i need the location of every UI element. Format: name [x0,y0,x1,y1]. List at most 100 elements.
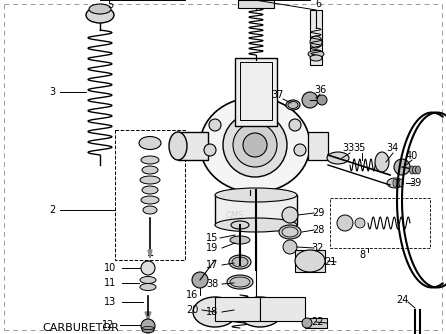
Ellipse shape [396,179,400,187]
Ellipse shape [200,98,310,192]
Ellipse shape [86,7,114,23]
Bar [238,0,274,8]
Ellipse shape [143,206,157,214]
Circle shape [204,144,216,156]
Circle shape [337,215,353,231]
Text: 22: 22 [312,317,324,327]
Ellipse shape [286,100,300,110]
Ellipse shape [230,277,250,287]
Ellipse shape [295,250,325,272]
Bar [308,132,328,160]
Text: CMS: CMS [226,210,244,219]
Text: 32: 32 [312,243,324,253]
Ellipse shape [399,179,403,187]
Ellipse shape [142,166,158,174]
Circle shape [355,218,365,228]
Circle shape [141,319,155,333]
Text: 37: 37 [272,90,284,100]
Polygon shape [148,250,152,258]
Ellipse shape [142,330,154,333]
Ellipse shape [230,236,250,244]
Circle shape [302,92,318,108]
Bar [310,10,322,65]
Text: 13: 13 [104,297,116,307]
Ellipse shape [139,137,161,150]
Ellipse shape [169,132,187,160]
Text: 12: 12 [102,320,114,330]
Circle shape [310,36,322,48]
Ellipse shape [231,221,249,229]
Text: 6: 6 [315,0,321,9]
Circle shape [243,133,267,157]
Ellipse shape [229,255,251,269]
Ellipse shape [142,327,154,330]
Text: 28: 28 [312,225,324,235]
Ellipse shape [193,297,237,327]
Ellipse shape [89,4,111,14]
Text: 11: 11 [104,278,116,288]
Text: 2: 2 [49,205,55,215]
Ellipse shape [308,50,324,57]
Ellipse shape [140,277,156,284]
Ellipse shape [393,179,397,187]
Bar [215,195,297,225]
Text: 10: 10 [104,263,116,273]
Circle shape [302,318,312,328]
Ellipse shape [232,257,248,267]
Circle shape [223,113,287,177]
Ellipse shape [215,188,297,202]
Circle shape [317,95,327,105]
Text: 8: 8 [359,250,365,260]
Text: 38: 38 [206,279,218,289]
Text: 19: 19 [206,243,218,253]
Text: 17: 17 [206,260,218,270]
Ellipse shape [310,55,322,61]
Ellipse shape [413,166,417,174]
Circle shape [209,119,221,131]
Text: 36: 36 [314,85,326,95]
Ellipse shape [375,152,389,172]
Ellipse shape [142,186,158,194]
Text: 24: 24 [396,295,408,305]
Ellipse shape [387,178,403,188]
Circle shape [289,119,301,131]
Text: 16: 16 [186,290,198,300]
Ellipse shape [141,156,159,164]
Text: 34: 34 [386,143,398,153]
Bar [235,58,277,126]
Ellipse shape [140,284,156,291]
Polygon shape [145,312,151,320]
Text: 3: 3 [49,87,55,97]
Ellipse shape [238,297,282,327]
Bar [215,297,260,321]
Circle shape [233,123,277,167]
Circle shape [192,272,208,288]
Ellipse shape [279,225,301,239]
Text: 29: 29 [312,208,324,218]
Bar [240,62,272,120]
Text: 18: 18 [206,307,218,317]
Circle shape [141,261,155,275]
Bar [330,198,430,248]
Text: 20: 20 [186,305,198,315]
Text: 35: 35 [354,143,366,153]
Ellipse shape [327,152,349,164]
Ellipse shape [409,166,414,174]
Circle shape [282,207,298,223]
Circle shape [294,144,306,156]
Ellipse shape [140,176,160,184]
Text: 15: 15 [206,233,218,243]
Text: 39: 39 [409,178,421,188]
Circle shape [283,240,297,254]
Ellipse shape [416,166,421,174]
Text: 40: 40 [406,151,418,161]
Bar [295,250,325,272]
Text: 21: 21 [324,257,336,267]
Text: 33: 33 [342,143,354,153]
Ellipse shape [215,218,297,232]
Bar [305,318,327,328]
Ellipse shape [141,196,159,204]
Text: 5: 5 [107,0,113,10]
Ellipse shape [227,275,253,289]
Circle shape [394,159,410,175]
